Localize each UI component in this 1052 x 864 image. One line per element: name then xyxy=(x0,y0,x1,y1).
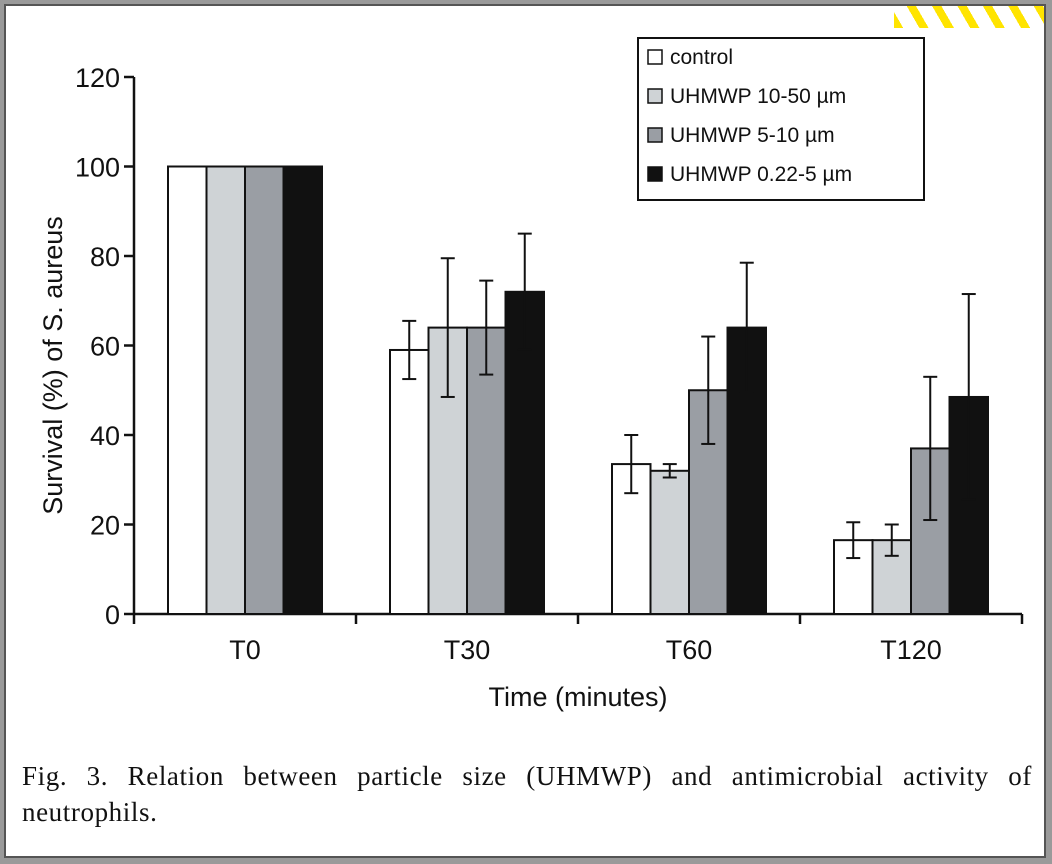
y-tick-label: 80 xyxy=(90,242,120,272)
x-axis-title: Time (minutes) xyxy=(488,682,667,712)
y-tick-label: 60 xyxy=(90,332,120,362)
legend-swatch xyxy=(647,127,663,143)
figure-frame: 0 20 40 60 80 100 120 T0 T30 T60 T120 Time (minutes… xyxy=(4,4,1046,858)
bar xyxy=(389,348,430,615)
chart-bars xyxy=(167,165,989,615)
bar xyxy=(205,165,246,615)
x-tick-label: T120 xyxy=(880,635,942,665)
x-tick-label: T60 xyxy=(666,635,713,665)
y-tick-label: 100 xyxy=(75,153,120,183)
chart-legend: control UHMWP 10-50 µm UHMWP 5-10 µm UHMWP … xyxy=(637,37,925,201)
legend-swatch xyxy=(647,49,663,65)
legend-label: UHMWP 10-50 µm xyxy=(670,85,846,108)
legend-label: UHMWP 5-10 µm xyxy=(670,124,835,147)
y-tick-label: 0 xyxy=(105,600,120,630)
y-tick-label: 20 xyxy=(90,511,120,541)
corner-stripe-mark xyxy=(894,6,1044,28)
y-tick-label: 120 xyxy=(75,63,120,93)
legend-label: control xyxy=(670,46,733,69)
legend-box xyxy=(637,37,925,201)
chart-error-bars xyxy=(402,232,976,560)
bar xyxy=(244,165,285,615)
x-tick-label: T0 xyxy=(229,635,261,665)
legend-swatch xyxy=(647,166,663,182)
bar xyxy=(167,165,208,615)
bar xyxy=(282,165,323,615)
legend-label: UHMWP 0.22-5 µm xyxy=(670,163,852,186)
bar xyxy=(649,469,690,615)
figure-caption: Fig. 3. Relation between particle size (… xyxy=(22,761,1032,827)
y-axis-title: Survival (%) of S. aureus xyxy=(38,216,68,515)
bar-chart: 0 20 40 60 80 100 120 T0 T30 T60 T120 Time (minutes… xyxy=(38,37,1024,712)
legend-swatch xyxy=(647,88,663,104)
y-tick-label: 40 xyxy=(90,421,120,451)
x-tick-label: T30 xyxy=(444,635,491,665)
